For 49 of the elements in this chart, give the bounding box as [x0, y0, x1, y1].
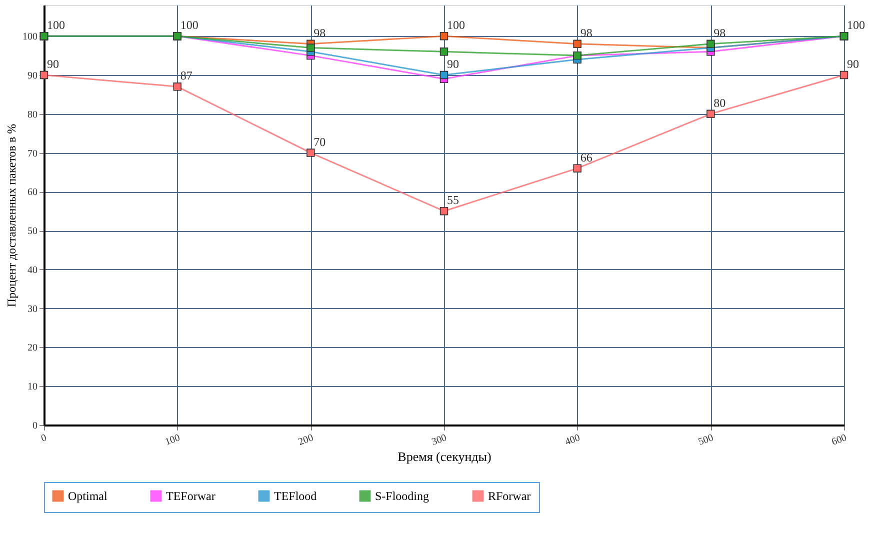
point: [306, 44, 315, 52]
point: [440, 70, 448, 80]
y-tick-label: 20: [28, 342, 38, 354]
x-tick-label: 300: [430, 432, 448, 448]
x-tick-label: 400: [564, 432, 582, 448]
data-label: 100: [180, 18, 198, 32]
legend-label: TEFlood: [274, 489, 317, 503]
x-tick-label: 500: [697, 432, 715, 448]
y-tick-label: 50: [28, 226, 38, 238]
point: [573, 40, 582, 48]
legend-label: RForwar: [488, 489, 531, 503]
point: [573, 164, 582, 172]
y-tick-label: 100: [22, 32, 38, 43]
point: [306, 148, 315, 157]
x-tick-label: 0: [40, 432, 48, 445]
point: [706, 110, 715, 118]
y-tick-label: 40: [28, 264, 38, 276]
data-label: 100: [847, 18, 865, 32]
y-tick-label: 10: [28, 382, 38, 393]
point: [173, 82, 182, 91]
data-label: 66: [580, 150, 592, 164]
data-label: 70: [314, 134, 326, 149]
legend-label: Optimal: [68, 489, 108, 503]
y-tick-label: 80: [28, 109, 38, 120]
legend-label: TEForwar: [166, 489, 216, 503]
point: [440, 48, 448, 56]
y-tick-label: 30: [28, 304, 38, 315]
data-label: 100: [447, 18, 465, 32]
point: [40, 70, 48, 80]
y-tick-label: 70: [28, 148, 38, 160]
point: [840, 70, 848, 80]
data-label: 90: [47, 57, 59, 71]
data-label: 80: [714, 96, 726, 110]
y-tick-label: 0: [32, 420, 38, 432]
point: [440, 32, 448, 40]
data-label: 55: [447, 193, 459, 208]
y-tick-label: 90: [28, 70, 38, 82]
data-label: 90: [447, 57, 459, 71]
x-axis-title: Время (секунды): [398, 449, 492, 464]
x-tick-label: 600: [830, 432, 848, 448]
y-axis-title: Процент доставленных пакетов в %: [4, 124, 18, 308]
data-label: 90: [847, 57, 859, 71]
legend-label: S-Flooding: [375, 489, 430, 503]
data-label: 100: [47, 18, 65, 32]
x-tick-label: 100: [164, 432, 182, 448]
point: [440, 207, 448, 216]
x-tick-label: 200: [297, 432, 315, 448]
y-tick-label: 60: [28, 187, 38, 198]
point: [706, 40, 715, 48]
